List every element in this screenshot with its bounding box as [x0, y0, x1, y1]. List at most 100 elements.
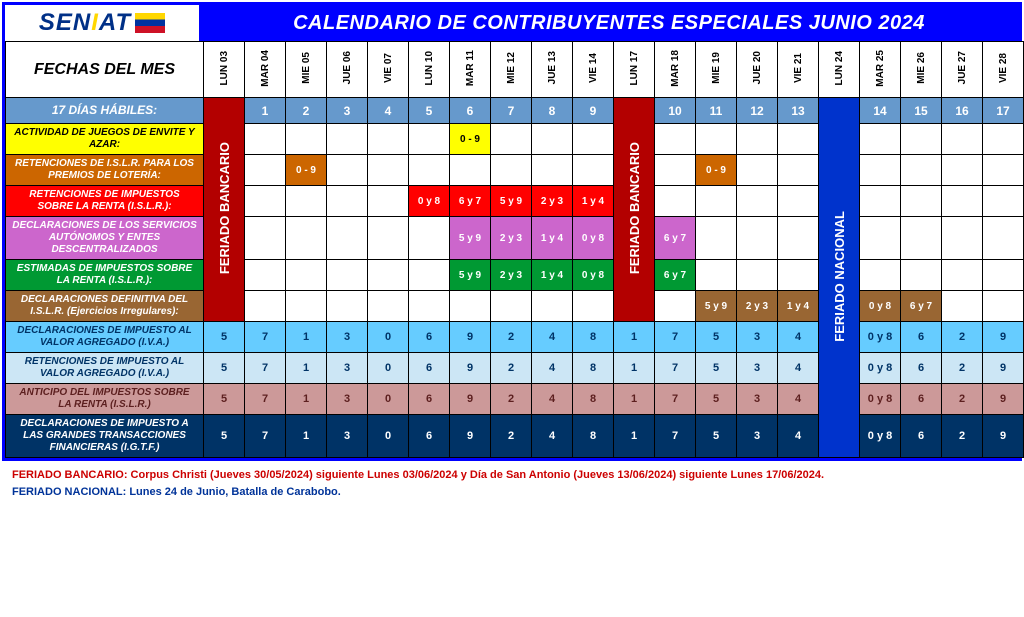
- footnotes: FERIADO BANCARIO: Corpus Christi (Jueves…: [2, 461, 1022, 506]
- cell-loteria-17: [901, 155, 942, 186]
- cell-loteria-11: [655, 155, 696, 186]
- cell-serv-aut-11: 6 y 7: [655, 217, 696, 260]
- cell-igtf-14: 4: [778, 415, 819, 458]
- cell-def-islr-18: [942, 291, 983, 322]
- cell-serv-aut-14: [778, 217, 819, 260]
- cell-iva-ret-8: 4: [532, 353, 573, 384]
- footnote-bancario: FERIADO BANCARIO: Corpus Christi (Jueves…: [12, 467, 1012, 484]
- cell-estim-3: [327, 260, 368, 291]
- cell-iva-ret-1: 7: [245, 353, 286, 384]
- cell-estim-11: 6 y 7: [655, 260, 696, 291]
- cell-juegos-8: [532, 124, 573, 155]
- cell-ret-islr-2: [286, 186, 327, 217]
- cell-igtf-6: 9: [450, 415, 491, 458]
- date-head-13: JUE 20: [737, 42, 778, 98]
- cell-igtf-9: 8: [573, 415, 614, 458]
- cell-igtf-3: 3: [327, 415, 368, 458]
- date-head-17: MIE 26: [901, 42, 942, 98]
- cell-iva-ret-6: 9: [450, 353, 491, 384]
- cell-iva-dec-9: 8: [573, 322, 614, 353]
- cell-anticipo-17: 6: [901, 384, 942, 415]
- date-head-2: MIE 05: [286, 42, 327, 98]
- cell-anticipo-12: 5: [696, 384, 737, 415]
- cell-iva-ret-9: 8: [573, 353, 614, 384]
- cell-juegos-18: [942, 124, 983, 155]
- habiles-16: 14: [860, 98, 901, 124]
- cell-ret-islr-3: [327, 186, 368, 217]
- logo-box: SENIAT: [5, 5, 199, 41]
- cell-ret-islr-12: [696, 186, 737, 217]
- cell-igtf-13: 3: [737, 415, 778, 458]
- cell-def-islr-16: 0 y 8: [860, 291, 901, 322]
- cell-iva-ret-18: 2: [942, 353, 983, 384]
- cell-loteria-6: [450, 155, 491, 186]
- fechas-label: FECHAS DEL MES: [6, 42, 204, 98]
- feriado-bancario-2: FERIADO BANCARIO: [614, 98, 655, 322]
- cell-loteria-18: [942, 155, 983, 186]
- cell-igtf-2: 1: [286, 415, 327, 458]
- cell-juegos-5: [409, 124, 450, 155]
- cell-def-islr-4: [368, 291, 409, 322]
- cell-anticipo-1: 7: [245, 384, 286, 415]
- calendar-wrapper: SENIAT CALENDARIO DE CONTRIBUYENTES ESPE…: [2, 2, 1022, 461]
- cell-anticipo-19: 9: [983, 384, 1024, 415]
- feriado-bancario-1: FERIADO BANCARIO: [204, 98, 245, 322]
- date-head-3: JUE 06: [327, 42, 368, 98]
- cell-def-islr-7: [491, 291, 532, 322]
- cell-def-islr-19: [983, 291, 1024, 322]
- cell-igtf-8: 4: [532, 415, 573, 458]
- cell-igtf-1: 7: [245, 415, 286, 458]
- row-label-iva-dec: DECLARACIONES DE IMPUESTO AL VALOR AGREG…: [6, 322, 204, 353]
- cell-iva-dec-11: 7: [655, 322, 696, 353]
- cell-estim-18: [942, 260, 983, 291]
- date-head-19: VIE 28: [983, 42, 1024, 98]
- cell-juegos-2: [286, 124, 327, 155]
- cell-serv-aut-17: [901, 217, 942, 260]
- cell-iva-dec-17: 6: [901, 322, 942, 353]
- habiles-19: 17: [983, 98, 1024, 124]
- cell-loteria-13: [737, 155, 778, 186]
- cell-juegos-16: [860, 124, 901, 155]
- cell-estim-17: [901, 260, 942, 291]
- cell-estim-16: [860, 260, 901, 291]
- cell-estim-6: 5 y 9: [450, 260, 491, 291]
- cell-loteria-7: [491, 155, 532, 186]
- cell-igtf-7: 2: [491, 415, 532, 458]
- cell-iva-dec-19: 9: [983, 322, 1024, 353]
- cell-serv-aut-6: 5 y 9: [450, 217, 491, 260]
- date-head-9: VIE 14: [573, 42, 614, 98]
- cell-loteria-12: 0 - 9: [696, 155, 737, 186]
- cell-loteria-2: 0 - 9: [286, 155, 327, 186]
- habiles-9: 9: [573, 98, 614, 124]
- cell-juegos-3: [327, 124, 368, 155]
- cell-def-islr-13: 2 y 3: [737, 291, 778, 322]
- cell-def-islr-5: [409, 291, 450, 322]
- cell-iva-dec-13: 3: [737, 322, 778, 353]
- cell-serv-aut-4: [368, 217, 409, 260]
- date-head-5: LUN 10: [409, 42, 450, 98]
- cell-serv-aut-8: 1 y 4: [532, 217, 573, 260]
- date-head-8: JUE 13: [532, 42, 573, 98]
- cell-iva-ret-16: 0 y 8: [860, 353, 901, 384]
- cell-loteria-3: [327, 155, 368, 186]
- cell-loteria-16: [860, 155, 901, 186]
- logo-text: SENIAT: [39, 9, 131, 37]
- cell-juegos-19: [983, 124, 1024, 155]
- cell-anticipo-0: 5: [204, 384, 245, 415]
- cell-iva-dec-7: 2: [491, 322, 532, 353]
- cell-ret-islr-5: 0 y 8: [409, 186, 450, 217]
- cell-iva-dec-18: 2: [942, 322, 983, 353]
- date-head-0: LUN 03: [204, 42, 245, 98]
- cell-anticipo-11: 7: [655, 384, 696, 415]
- habiles-18: 16: [942, 98, 983, 124]
- cell-ret-islr-8: 2 y 3: [532, 186, 573, 217]
- date-head-7: MIE 12: [491, 42, 532, 98]
- cell-loteria-1: [245, 155, 286, 186]
- cell-serv-aut-19: [983, 217, 1024, 260]
- cell-serv-aut-16: [860, 217, 901, 260]
- cell-iva-dec-0: 5: [204, 322, 245, 353]
- cell-ret-islr-13: [737, 186, 778, 217]
- cell-iva-ret-19: 9: [983, 353, 1024, 384]
- cell-serv-aut-18: [942, 217, 983, 260]
- cell-def-islr-17: 6 y 7: [901, 291, 942, 322]
